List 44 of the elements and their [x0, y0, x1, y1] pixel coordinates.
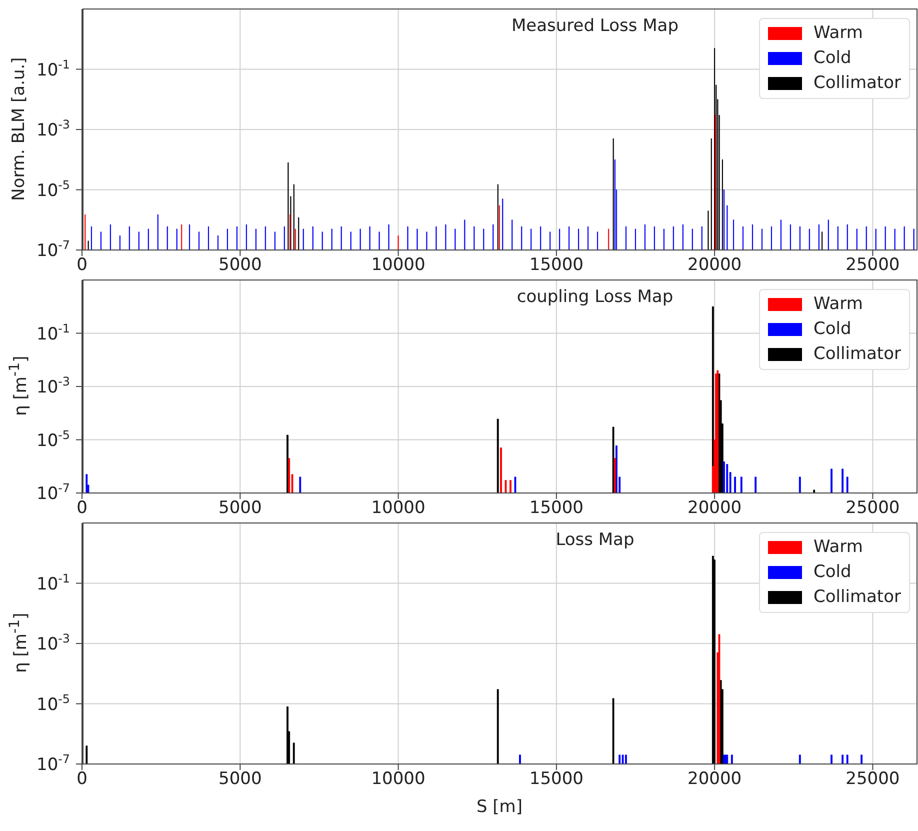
y-tick-label: 10$^{-3}$ — [36, 374, 70, 398]
legend-label: Cold — [814, 318, 852, 341]
x-tick-label: 10000 — [371, 498, 426, 518]
x-tick-label: 0 — [76, 769, 88, 790]
y-axis-title: Norm. BLM [a.u.] — [9, 56, 29, 200]
y-tick-label: 10$^{-1}$ — [36, 57, 70, 80]
legend-label: Warm — [814, 536, 863, 559]
y-tick-label: 10$^{-5}$ — [36, 428, 70, 451]
x-tick-label: 25000 — [846, 769, 900, 790]
legend-label: Warm — [814, 293, 863, 316]
x-tick-label: 20000 — [688, 498, 742, 518]
y-tick-label: 10$^{-1}$ — [36, 571, 70, 594]
x-tick-label: 25000 — [846, 255, 900, 276]
y-tick-label: 10$^{-1}$ — [36, 321, 70, 344]
x-tick-label: 5000 — [218, 769, 262, 790]
legend-label: Cold — [814, 47, 852, 70]
y-tick-label: 10$^{-5}$ — [36, 692, 70, 715]
y-tick-label: 10$^{-3}$ — [36, 632, 70, 654]
x-tick-label: 20000 — [688, 255, 742, 276]
x-tick-label: 10000 — [371, 769, 426, 790]
legend-label: Collimator — [814, 586, 901, 609]
x-axis-title: S [m] — [476, 797, 523, 817]
x-tick-label: 15000 — [529, 769, 584, 790]
x-tick-label: 25000 — [846, 498, 900, 518]
y-tick-label: 10$^{-3}$ — [36, 118, 70, 140]
x-tick-label: 5000 — [218, 498, 262, 518]
legend-label: Cold — [814, 561, 852, 584]
x-tick-label: 5000 — [218, 255, 262, 276]
chart-title: coupling Loss Map — [516, 287, 674, 307]
y-tick-label: 10$^{-5}$ — [36, 178, 70, 201]
x-tick-label: 0 — [76, 255, 88, 276]
x-tick-label: 15000 — [529, 255, 584, 276]
y-tick-label: 10$^{-7}$ — [36, 238, 70, 261]
x-tick-label: 0 — [76, 498, 88, 518]
chart-title: Loss Map — [556, 530, 634, 550]
x-tick-label: 10000 — [371, 255, 426, 276]
x-tick-label: 15000 — [529, 498, 584, 518]
x-tick-label: 20000 — [688, 769, 742, 790]
chart-title: Measured Loss Map — [511, 16, 678, 36]
legend-label: Collimator — [814, 72, 901, 95]
y-tick-label: 10$^{-7}$ — [36, 481, 70, 504]
legend-label: Collimator — [814, 343, 901, 366]
y-tick-label: 10$^{-7}$ — [36, 752, 70, 775]
legend-label: Warm — [814, 22, 863, 45]
